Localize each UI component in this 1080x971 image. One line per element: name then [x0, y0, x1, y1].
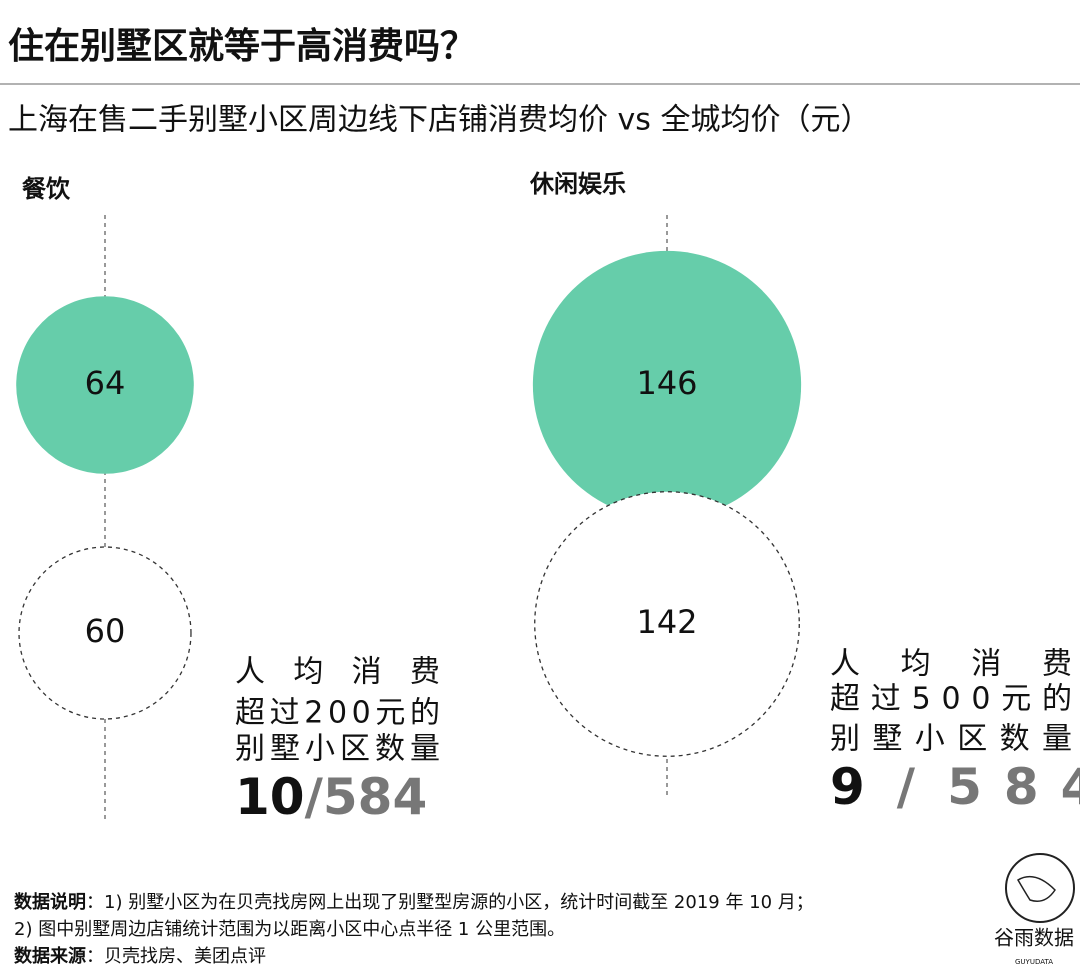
bubble-label: 64	[85, 364, 126, 402]
source-label: 数据来源	[14, 945, 86, 967]
total: 584	[323, 768, 427, 826]
title: 住在别墅区就等于高消费吗？	[8, 26, 476, 67]
note: 数据说明：1) 别墅小区为在贝壳找房网上出现了别墅型房源的小区，统计时间截至 2…	[14, 891, 814, 913]
annotation: 别墅小区数量	[830, 722, 1072, 757]
average-bubble	[18, 546, 192, 720]
logo-bird	[1016, 875, 1056, 902]
logo-ring	[1005, 853, 1075, 923]
annotation: 人均消费	[235, 655, 440, 690]
villa-bubble	[16, 296, 194, 474]
note-text: ：1) 别墅小区为在贝壳找房网上出现了别墅型房源的小区，统计时间截至 2019 …	[86, 892, 814, 913]
villa-bubble	[532, 250, 802, 520]
count: 10	[235, 768, 305, 826]
source-text: ：贝壳找房、美团点评	[86, 946, 266, 967]
note-label: 数据说明	[14, 891, 86, 913]
panel-title: 餐饮	[22, 175, 71, 203]
subtitle: 上海在售二手别墅小区周边线下店铺消费均价 vs 全城均价（元）	[8, 103, 870, 138]
note: 2) 图中别墅周边店铺统计范围为以距离小区中心点半径 1 公里范围。	[14, 919, 565, 940]
bubble-label: 146	[636, 364, 697, 402]
bubble-label: 142	[636, 603, 697, 641]
logo-sub: GUYUDATA	[1015, 958, 1053, 966]
bubble-label: 60	[85, 612, 126, 650]
separator: /	[305, 768, 324, 826]
logo-name: 谷雨数据	[994, 927, 1074, 950]
count-label: 9/584	[830, 758, 1080, 816]
separator: /	[897, 758, 937, 816]
logo: 谷雨数据 GUYUDATA	[994, 853, 1075, 966]
annotation: 超过200元的	[235, 696, 440, 731]
annotation: 人均消费	[830, 647, 1072, 682]
count-label: 10/584	[235, 768, 427, 826]
total: 584	[947, 758, 1080, 816]
annotation: 超过500元的	[830, 682, 1072, 717]
average-bubble	[534, 491, 800, 757]
panel-title: 休闲娱乐	[529, 170, 626, 198]
annotation: 别墅小区数量	[235, 732, 440, 767]
count: 9	[830, 758, 887, 816]
source: 数据来源：贝壳找房、美团点评	[14, 945, 266, 967]
